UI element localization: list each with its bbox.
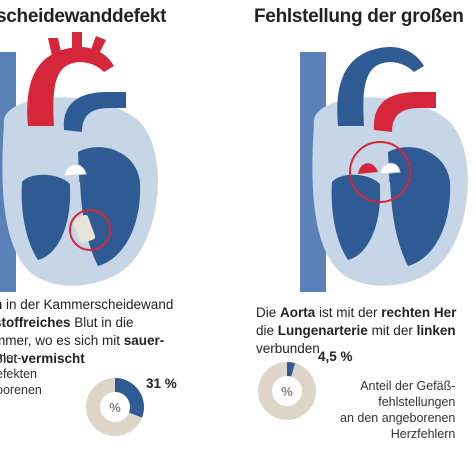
- description-right: Die Aorta ist mit der rechten Her die Lun…: [256, 304, 456, 358]
- stat-line: efekten: [0, 367, 38, 381]
- percent-label-left: 31 %: [146, 376, 177, 391]
- right-chamber: [388, 147, 451, 266]
- description-line: Die Aorta ist mit der rechten Her: [256, 304, 456, 322]
- text-run: Blut: [0, 351, 18, 366]
- text-run: Die: [256, 305, 281, 320]
- stat-label-right: Anteil der Gefäß- fehlstellungen an den …: [340, 378, 455, 442]
- description-line: verbunden: [256, 340, 456, 358]
- aorta: [373, 92, 436, 132]
- stat-line: Herzfehlern: [390, 427, 456, 441]
- percent-label-right: 4,5 %: [318, 349, 353, 364]
- donut-chart-left: %: [86, 378, 144, 436]
- heart-illustration-left: [0, 32, 158, 292]
- stat-line: mer-: [0, 351, 22, 365]
- stat-line: an den angeborenen: [340, 411, 456, 425]
- text-run: verbunden: [256, 341, 320, 356]
- description-line: Blut vermischt: [0, 350, 173, 368]
- bold-run: h: [0, 297, 2, 312]
- text-run: ist mit der: [315, 305, 382, 320]
- description-line: stoffreiches Blut in die: [0, 314, 173, 332]
- text-run: mit der: [367, 323, 417, 338]
- defect-patch: [72, 214, 96, 244]
- bold-run: sauer-: [123, 333, 165, 348]
- pulmonary-artery: [337, 46, 424, 127]
- pulmonary-artery: [63, 92, 126, 132]
- percent-symbol: %: [281, 384, 293, 399]
- aorta-branches: [48, 32, 106, 56]
- text-run: die: [256, 323, 278, 338]
- bold-run: Lungenarterie: [277, 323, 368, 338]
- stat-line: Anteil der Gefäß-: [360, 379, 456, 393]
- text-run: mmer, wo es sich mit: [0, 333, 124, 348]
- bold-run: linken: [416, 323, 456, 338]
- right-chamber: [21, 174, 71, 260]
- stat-label-left: mer- efekten oorenen: [0, 350, 42, 398]
- valve-left: [63, 164, 87, 177]
- valve-right: [379, 162, 401, 175]
- title-left: scheidewanddefekt: [0, 6, 167, 27]
- description-line: h in der Kammerscheidewand: [0, 296, 173, 314]
- description-line: mmer, wo es sich mit sauer-: [0, 332, 173, 350]
- donut-slice: [114, 378, 144, 418]
- donut-slice: [286, 361, 296, 377]
- valve-left: [358, 163, 378, 174]
- bold-run: Aorta: [280, 305, 316, 320]
- title-right: Fehlstellung der großen: [254, 6, 464, 27]
- text-run: in der Kammerscheidewand: [2, 297, 174, 312]
- stat-line: oorenen: [0, 383, 42, 397]
- bold-run: rechten Her: [381, 305, 457, 320]
- heart-illustration-right: [300, 46, 468, 292]
- percent-symbol: %: [109, 400, 121, 415]
- septum: [380, 182, 408, 270]
- bold-run: stoffreiches: [0, 315, 71, 330]
- stat-line: fehlstellungen: [378, 395, 456, 409]
- aorta: [27, 46, 114, 127]
- text-run: Blut in die: [70, 315, 134, 330]
- defect-highlight-circle: [69, 209, 111, 251]
- description-line: die Lungenarterie mit der linken: [256, 322, 456, 340]
- left-chamber: [331, 174, 381, 260]
- donut-chart-right: %: [258, 361, 316, 420]
- vessel-highlight-circle: [349, 141, 411, 203]
- bold-run: vermischt: [21, 351, 85, 366]
